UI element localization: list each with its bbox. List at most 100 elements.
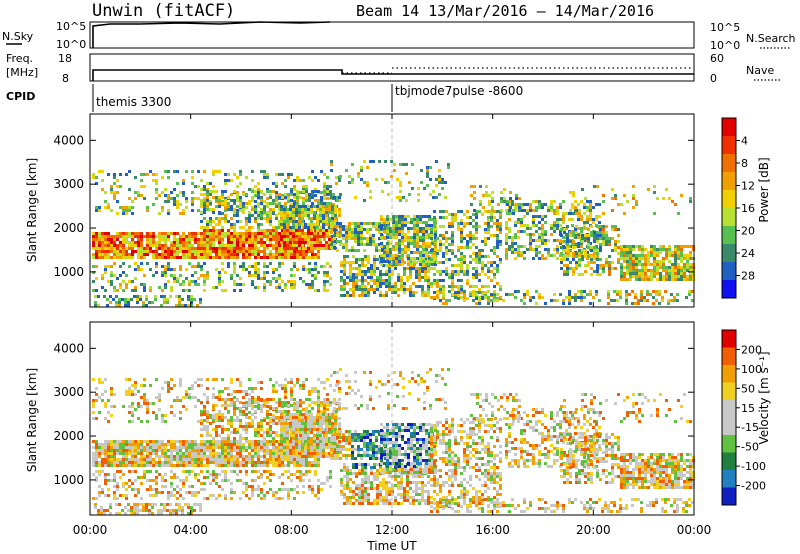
heatmap-cell <box>553 212 556 215</box>
heatmap-cell <box>263 208 266 211</box>
heatmap-cell <box>293 286 296 289</box>
heatmap-cell <box>355 279 358 282</box>
heatmap-cell <box>287 256 290 259</box>
heatmap-cell <box>101 244 104 247</box>
heatmap-cell <box>526 209 529 212</box>
heatmap-cell <box>206 256 209 259</box>
heatmap-cell <box>104 238 107 241</box>
heatmap-cell <box>512 209 515 212</box>
heatmap-cell <box>384 228 387 231</box>
heatmap-cell <box>248 461 251 464</box>
heatmap-cell <box>541 206 544 209</box>
heatmap-cell <box>158 235 161 238</box>
heatmap-cell <box>317 479 320 482</box>
heatmap-cell <box>580 299 583 302</box>
heatmap-cell <box>251 232 254 235</box>
heatmap-cell <box>314 464 317 467</box>
power-heatmap-cells <box>92 160 695 307</box>
heatmap-cell <box>272 464 275 467</box>
heatmap-cell <box>140 452 143 455</box>
heatmap-cell <box>343 270 346 273</box>
colorbar-tick-label: 28 <box>741 270 755 283</box>
heatmap-cell <box>581 258 584 261</box>
heatmap-cell <box>197 232 200 235</box>
heatmap-cell <box>448 222 451 225</box>
heatmap-cell <box>372 160 375 163</box>
heatmap-cell <box>242 458 245 461</box>
heatmap-cell <box>490 225 493 228</box>
heatmap-cell <box>95 449 98 452</box>
heatmap-cell <box>608 264 611 267</box>
heatmap-cell <box>674 278 677 281</box>
heatmap-cell <box>407 239 410 242</box>
heatmap-cell <box>115 295 118 298</box>
heatmap-cell <box>626 200 629 203</box>
heatmap-cell <box>671 251 674 254</box>
heatmap-cell <box>182 455 185 458</box>
heatmap-cell <box>161 206 164 209</box>
heatmap-cell <box>424 267 427 270</box>
heatmap-cell <box>280 226 283 229</box>
heatmap-cell <box>578 261 581 264</box>
heatmap-cell <box>146 479 149 482</box>
heatmap-cell <box>339 234 342 237</box>
heatmap-cell <box>278 232 281 235</box>
heatmap-cell <box>296 232 299 235</box>
heatmap-cell <box>155 244 158 247</box>
heatmap-cell <box>493 273 496 276</box>
heatmap-cell <box>242 235 245 238</box>
heatmap-cell <box>230 470 233 473</box>
heatmap-cell <box>95 253 98 256</box>
heatmap-cell <box>245 449 248 452</box>
heatmap-cell <box>457 225 460 228</box>
heatmap-cell <box>224 182 227 185</box>
heatmap-cell <box>493 296 496 299</box>
heatmap-cell <box>295 208 298 211</box>
heatmap-cell <box>625 299 628 302</box>
heatmap-cell <box>275 280 278 283</box>
heatmap-cell <box>131 289 134 292</box>
heatmap-cell <box>236 232 239 235</box>
heatmap-cell <box>505 257 508 260</box>
heatmap-cell <box>272 229 275 232</box>
heatmap-cell <box>110 188 113 191</box>
heatmap-cell <box>608 273 611 276</box>
heatmap-cell <box>596 185 599 188</box>
heatmap-cell <box>278 250 281 253</box>
heatmap-cell <box>352 282 355 285</box>
heatmap-cell <box>116 482 119 485</box>
heatmap-cell <box>125 232 128 235</box>
heatmap-cell <box>112 298 115 301</box>
heatmap-cell <box>584 197 587 200</box>
heatmap-cell <box>553 293 556 296</box>
heatmap-cell <box>586 293 589 296</box>
heatmap-cell <box>293 196 296 199</box>
heatmap-cell <box>295 229 298 232</box>
heatmap-cell <box>376 276 379 279</box>
heatmap-cell <box>152 235 155 238</box>
heatmap-cell <box>194 446 197 449</box>
heatmap-cell <box>95 479 98 482</box>
heatmap-cell <box>218 223 221 226</box>
heatmap-cell <box>224 179 227 182</box>
heatmap-cell <box>448 237 451 240</box>
heatmap-cell <box>680 257 683 260</box>
heatmap-cell <box>152 241 155 244</box>
heatmap-cell <box>148 301 151 304</box>
heatmap-cell <box>481 291 484 294</box>
heatmap-cell <box>92 461 95 464</box>
heatmap-cell <box>496 219 499 222</box>
heatmap-cell <box>209 202 212 205</box>
heatmap-cell <box>565 212 568 215</box>
heatmap-cell <box>215 473 218 476</box>
heatmap-cell <box>278 497 281 500</box>
heatmap-cell <box>496 225 499 228</box>
heatmap-cell <box>523 257 526 260</box>
heatmap-cell <box>263 494 266 497</box>
heatmap-cell <box>122 238 125 241</box>
heatmap-cell <box>556 212 559 215</box>
heatmap-cell <box>98 470 101 473</box>
heatmap-cell <box>109 295 112 298</box>
heatmap-cell <box>404 248 407 251</box>
heatmap-cell <box>641 263 644 266</box>
